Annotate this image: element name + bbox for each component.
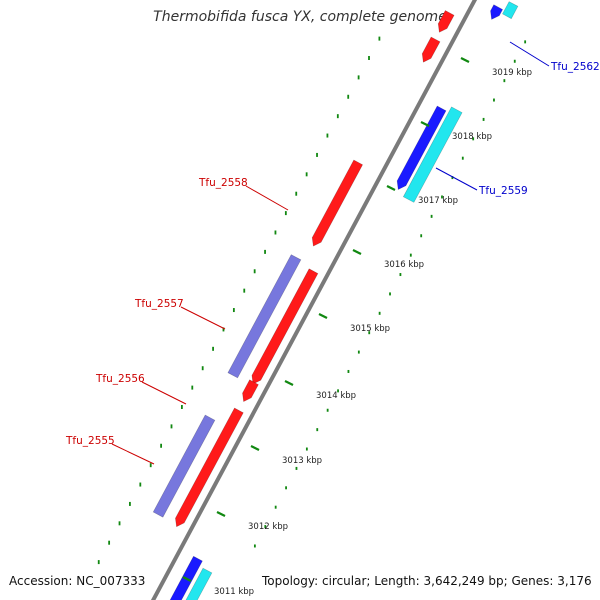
tick-label-3: 3014 kbp (316, 391, 356, 401)
tick-label-6: 3017 kbp (418, 196, 458, 206)
accession-text: Accession: NC_007333 (9, 574, 146, 588)
tick-mark-4 (318, 313, 328, 319)
map-title: Thermobifida fusca YX, complete genome (153, 9, 447, 25)
gene-leader-1 (141, 381, 187, 405)
gene-label-1: Tfu_2556 (95, 373, 145, 385)
tick-label-8: 3019 kbp (492, 68, 532, 78)
tick-mark-0 (182, 576, 192, 582)
gene-feature-1 (421, 36, 441, 63)
gene-feature-6 (311, 159, 364, 247)
gene-feature-7 (251, 268, 319, 385)
tick-label-5: 3016 kbp (384, 260, 424, 270)
gene-feature-8 (227, 254, 302, 379)
gene-leader-4 (435, 167, 478, 191)
gene-label-2: Tfu_2557 (134, 298, 184, 310)
tick-mark-8 (460, 57, 470, 63)
gene-leader-2 (180, 306, 226, 330)
gene-feature-13 (185, 567, 213, 600)
tick-label-2: 3013 kbp (282, 456, 322, 466)
tick-mark-7 (420, 121, 430, 127)
genome-backbone (150, 0, 478, 600)
tick-label-7: 3018 kbp (452, 132, 492, 142)
gene-feature-3 (502, 1, 519, 20)
tick-label-1: 3012 kbp (248, 522, 288, 532)
gene-features (152, 1, 519, 600)
gene-leader-0 (111, 443, 155, 465)
gene-feature-4 (396, 105, 447, 190)
gene-leader-3 (245, 185, 289, 211)
gene-feature-11 (152, 414, 216, 518)
kbp-ticks: 3011 kbp 3012 kbp 3013 kbp 3014 kbp 3015 kbp… (182, 57, 532, 597)
gene-leader-5 (509, 41, 550, 67)
tick-mark-6 (386, 185, 396, 191)
gene-feature-2 (490, 4, 504, 20)
gene-feature-10 (175, 407, 244, 528)
gene-label-4: Tfu_2559 (478, 185, 528, 197)
gene-labels: Tfu_2555 Tfu_2556 Tfu_2557 Tfu_2558 Tfu_2559… (65, 41, 600, 465)
gene-feature-0 (437, 10, 455, 33)
tick-mark-1 (216, 511, 226, 517)
gene-feature-9 (242, 379, 259, 403)
gene-label-5: Tfu_2562 (550, 61, 600, 73)
gene-feature-5 (402, 106, 463, 203)
position-dots (97, 36, 527, 565)
tick-mark-2 (250, 445, 260, 451)
tick-label-4: 3015 kbp (350, 324, 390, 334)
tick-label-0: 3011 kbp (214, 587, 254, 597)
tick-mark-5 (352, 249, 362, 255)
gene-label-3: Tfu_2558 (198, 177, 248, 189)
tick-mark-3 (284, 380, 294, 386)
genome-summary-text: Topology: circular; Length: 3,642,249 bp… (262, 574, 592, 588)
gene-label-0: Tfu_2555 (65, 435, 115, 447)
